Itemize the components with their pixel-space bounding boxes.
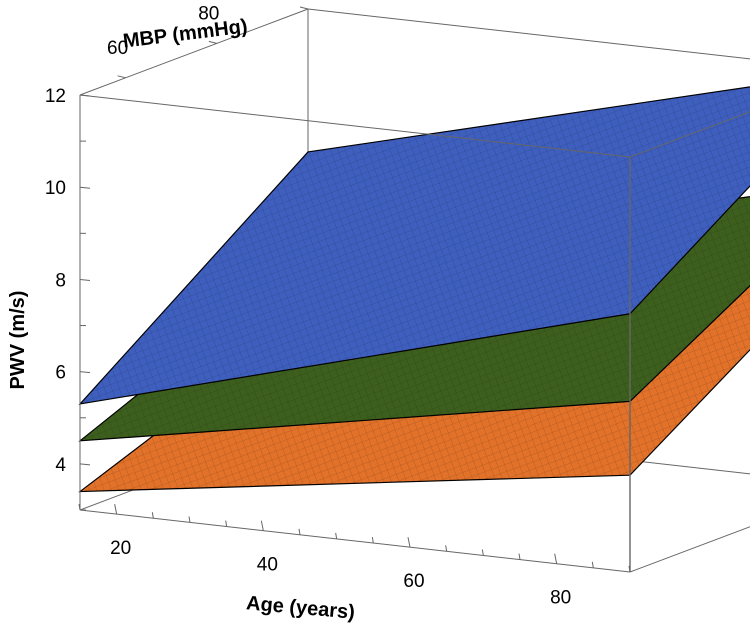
- x-minor-tick-85: [591, 561, 594, 568]
- surfaces-group: [78, 86, 750, 493]
- z-tick-10: [79, 186, 91, 189]
- y-tick-60: [117, 75, 126, 79]
- z-axis-title: PWV (m/s): [7, 291, 29, 390]
- z-tick-label-4: 4: [55, 455, 66, 476]
- y-tick-label-60: 60: [107, 38, 128, 59]
- z-tick-label-6: 6: [55, 363, 66, 384]
- x-minor-tick-50: [335, 532, 338, 540]
- z-tick-label-10: 10: [45, 178, 66, 199]
- box-edge-back-top: [307, 8, 750, 60]
- box-edge-right-floor: [629, 526, 750, 573]
- x-minor-tick-30: [188, 516, 191, 523]
- box-edge-top-right: [629, 111, 750, 158]
- z-tick-6: [79, 371, 91, 374]
- x-tick-label-20: 20: [110, 538, 131, 559]
- box-edge-front-top: [79, 94, 631, 158]
- y-tick-100: [299, 6, 309, 10]
- surface-mesh-1: [80, 86, 750, 404]
- x-minor-tick-75: [518, 553, 521, 560]
- z-tick-12: [79, 94, 91, 97]
- box-edge-front-floor: [79, 509, 631, 573]
- box-edge-top-left: [79, 8, 309, 96]
- x-minor-tick-35: [225, 520, 228, 527]
- z-tick-8: [79, 278, 91, 281]
- y-tick-80: [208, 40, 217, 44]
- y-tick-label-80: 80: [198, 3, 219, 24]
- z-tick-label-12: 12: [45, 86, 66, 107]
- x-minor-tick-70: [481, 549, 484, 556]
- x-tick-80: [554, 553, 558, 564]
- x-minor-tick-15: [78, 503, 81, 511]
- x-minor-tick-90: [628, 565, 631, 573]
- x-minor-tick-25: [151, 512, 154, 519]
- z-tick-4: [79, 463, 91, 466]
- x-minor-tick-55: [371, 536, 374, 544]
- x-tick-60: [407, 537, 411, 548]
- bounding-box-front: [79, 94, 750, 573]
- z-tick-label-8: 8: [55, 270, 66, 291]
- x-axis-title: Age (years): [245, 592, 355, 623]
- x-tick-label-40: 40: [257, 555, 278, 576]
- x-tick-20: [114, 504, 118, 515]
- x-tick-40: [260, 520, 264, 531]
- x-tick-label-80: 80: [550, 588, 571, 609]
- x-minor-tick-65: [445, 545, 448, 552]
- ticks-group: 4681012204060806080100: [45, 3, 631, 609]
- y-axis-title: MBP (mmHg): [122, 15, 249, 52]
- x-minor-tick-45: [298, 528, 301, 535]
- x-tick-label-60: 60: [403, 571, 424, 592]
